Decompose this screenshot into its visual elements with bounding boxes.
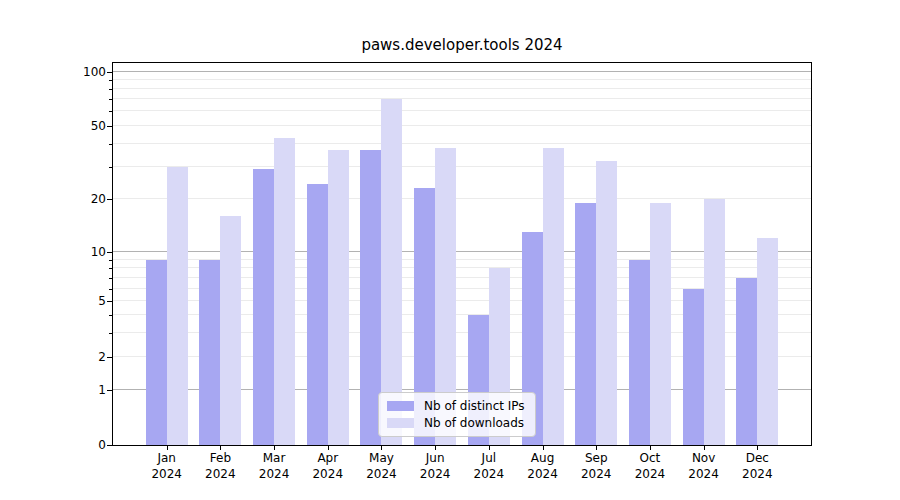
x-tick-year: 2024 <box>725 466 789 482</box>
y-tick-label: 100 <box>0 64 106 80</box>
y-minor-tick-mark <box>109 260 112 261</box>
legend-swatch-downloads-icon <box>387 418 414 428</box>
gridline-minor <box>113 166 811 167</box>
x-tick-label: Dec2024 <box>725 450 789 482</box>
y-minor-tick-mark <box>109 167 112 168</box>
bar-distinct-ips <box>146 260 167 445</box>
y-tick-label: 1 <box>0 382 106 398</box>
figure: paws.developer.tools 2024 Nb of distinct… <box>0 0 900 500</box>
legend-item-distinct-ips: Nb of distinct IPs <box>387 399 525 413</box>
legend-swatch-distinct-ips-icon <box>387 401 414 411</box>
bar-distinct-ips <box>575 203 596 445</box>
y-minor-tick-mark <box>109 99 112 100</box>
gridline-major <box>113 71 811 72</box>
gridline-minor <box>113 79 811 80</box>
bar-downloads <box>543 148 564 445</box>
y-tick-mark <box>107 252 112 253</box>
gridline-minor <box>113 125 811 126</box>
y-minor-tick-mark <box>109 278 112 279</box>
bar-downloads <box>328 150 349 445</box>
y-minor-tick-mark <box>109 268 112 269</box>
bar-downloads <box>757 238 778 445</box>
legend-label-downloads: Nb of downloads <box>424 416 524 430</box>
y-tick-label: 2 <box>0 349 106 365</box>
y-minor-tick-mark <box>109 144 112 145</box>
y-minor-tick-mark <box>109 80 112 81</box>
y-tick-mark <box>107 390 112 391</box>
y-minor-tick-mark <box>109 315 112 316</box>
y-tick-mark <box>107 72 112 73</box>
plot-area: Nb of distinct IPs Nb of downloads <box>112 62 812 446</box>
y-tick-label: 50 <box>0 118 106 134</box>
gridline-minor <box>113 143 811 144</box>
gridline-minor <box>113 88 811 89</box>
y-minor-tick-mark <box>109 126 112 127</box>
bar-distinct-ips <box>683 289 704 445</box>
y-tick-label: 5 <box>0 293 106 309</box>
y-minor-tick-mark <box>109 357 112 358</box>
bar-downloads <box>650 203 671 445</box>
bar-downloads <box>596 161 617 445</box>
legend-label-distinct-ips: Nb of distinct IPs <box>424 399 525 413</box>
y-minor-tick-mark <box>109 289 112 290</box>
y-minor-tick-mark <box>109 333 112 334</box>
y-minor-tick-mark <box>109 301 112 302</box>
bar-distinct-ips <box>736 278 757 445</box>
bar-distinct-ips <box>307 184 328 445</box>
y-minor-tick-mark <box>109 199 112 200</box>
chart-title: paws.developer.tools 2024 <box>112 36 812 54</box>
bar-downloads <box>167 167 188 445</box>
y-minor-tick-mark <box>109 111 112 112</box>
y-minor-tick-mark <box>109 89 112 90</box>
bar-distinct-ips <box>629 260 650 445</box>
legend-item-downloads: Nb of downloads <box>387 416 525 430</box>
y-tick-label: 10 <box>0 244 106 260</box>
gridline-minor <box>113 98 811 99</box>
y-tick-label: 20 <box>0 191 106 207</box>
bar-downloads <box>704 199 725 445</box>
bar-distinct-ips <box>199 260 220 445</box>
legend: Nb of distinct IPs Nb of downloads <box>378 392 536 437</box>
bar-downloads <box>274 138 295 445</box>
bar-distinct-ips <box>253 169 274 445</box>
gridline-minor <box>113 110 811 111</box>
x-tick-month: Dec <box>725 450 789 466</box>
y-tick-label: 0 <box>0 437 106 453</box>
y-tick-mark <box>107 445 112 446</box>
bar-downloads <box>220 216 241 445</box>
